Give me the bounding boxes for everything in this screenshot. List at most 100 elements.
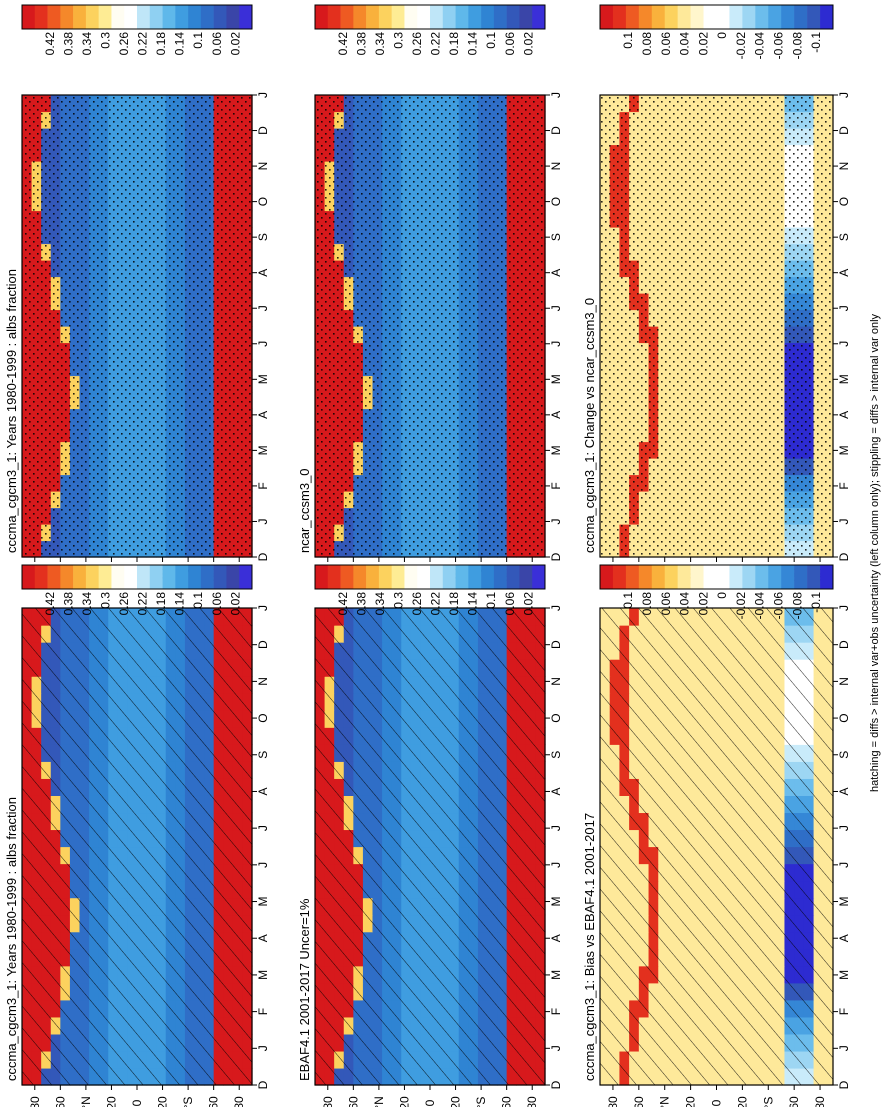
colorbar-label: 0.3 (391, 592, 405, 609)
colorbar-label: 0.34 (373, 32, 387, 56)
y-tick-label: °S (181, 1097, 195, 1107)
colorbar-swatch (442, 565, 456, 589)
colorbar-swatch (124, 5, 138, 29)
colorbar-label: 0.04 (678, 32, 692, 56)
x-tick-label: N (837, 162, 851, 171)
x-tick-label: F (549, 482, 563, 489)
colorbar-label: -0.06 (772, 32, 786, 60)
colorbar-swatch (98, 5, 112, 29)
colorbar-label: 0.06 (503, 32, 517, 56)
x-tick-label: A (256, 269, 270, 277)
x-tick-label: D (837, 126, 851, 135)
x-tick-label: J (256, 825, 270, 831)
x-tick-label: S (256, 233, 270, 241)
colorbar-swatch (703, 5, 717, 29)
colorbar-label: 0.34 (80, 32, 94, 56)
x-tick-label: J (837, 825, 851, 831)
colorbar-swatch (47, 5, 61, 29)
colorbar-label: 0.14 (173, 592, 187, 616)
x-tick-label: D (256, 640, 270, 649)
colorbar-swatch (519, 565, 533, 589)
colorbar-label: 0.08 (640, 592, 654, 616)
colorbar-label: -0.02 (734, 32, 748, 60)
colorbar-swatch (742, 5, 756, 29)
x-tick-label: J (837, 605, 851, 611)
x-tick-label: J (549, 341, 563, 347)
colorbar-frame (21, 564, 253, 590)
colorbar-swatch (664, 565, 678, 589)
y-tick-label: 20 (684, 1096, 698, 1107)
x-tick-label: J (256, 1045, 270, 1051)
colorbar-label: 0.02 (228, 592, 242, 616)
colorbar-label: 0.3 (391, 32, 405, 49)
colorbar-swatch (781, 565, 795, 589)
y-tick-label: 20 (735, 1096, 749, 1107)
colorbar-swatch (612, 565, 627, 589)
x-tick-label: A (837, 269, 851, 277)
x-tick-label: S (549, 751, 563, 759)
y-tick-label: 0 (710, 1099, 724, 1106)
colorbar-swatch (85, 5, 99, 29)
x-tick-label: A (549, 787, 563, 795)
colorbar-swatch (162, 5, 176, 29)
colorbar-label: 0.38 (61, 32, 75, 56)
colorbar-label: 0 (715, 592, 729, 599)
hatch-overlay (22, 608, 252, 1085)
y-tick-label: 20 (156, 1096, 170, 1107)
x-tick-label: J (837, 341, 851, 347)
colorbar-label: 0.02 (696, 592, 710, 616)
colorbar-label: 0.06 (503, 592, 517, 616)
panel-5: D J F M A M J J A S O N D J 80 60 °N 20 0 20 °S 60 80 cccma_cgc… (582, 605, 851, 1110)
colorbar-label: 0.04 (678, 592, 692, 616)
colorbar-label: 0.1 (191, 32, 205, 49)
colorbar-label: -0.08 (790, 592, 804, 620)
x-tick-label: M (837, 445, 851, 455)
x-tick-label: J (256, 305, 270, 311)
colorbar-label: -0.08 (790, 32, 804, 60)
x-tick-label: J (549, 825, 563, 831)
x-tick-label: A (549, 411, 563, 419)
x-tick-label: J (837, 862, 851, 868)
colorbar-frame (314, 4, 546, 30)
colorbar-label: 0.26 (410, 592, 424, 616)
x-tick-label: F (549, 1008, 563, 1015)
x-tick-label: J (256, 518, 270, 524)
y-tick-label: 0 (130, 1099, 144, 1106)
x-tick-label: O (256, 713, 270, 722)
colorbar-label: 0.22 (429, 592, 443, 616)
colorbar-label: -0.04 (753, 32, 767, 60)
colorbar-label: 0.34 (80, 592, 94, 616)
colorbar-top-left: 0.42 0.38 0.34 0.3 0.26 0.22 0.18 0.14 0.1 0.06 0.… (21, 4, 253, 56)
colorbar-label: 0.06 (659, 32, 673, 56)
colorbar-swatch (703, 565, 717, 589)
y-tick-label: 80 (321, 1096, 335, 1107)
colorbar-swatch (481, 5, 495, 29)
colorbar-swatch (468, 565, 482, 589)
colorbar-swatch (378, 5, 392, 29)
colorbar-label: 0.34 (373, 592, 387, 616)
colorbar-swatch (755, 5, 769, 29)
colorbar-label: 0.18 (447, 592, 461, 616)
x-tick-label: M (837, 374, 851, 384)
x-tick-label: N (256, 162, 270, 171)
colorbar-label: 0.02 (228, 32, 242, 56)
colorbar-swatch (519, 5, 533, 29)
colorbar-swatch (532, 565, 546, 589)
colorbar-swatch (22, 565, 36, 589)
colorbar-swatch (327, 565, 341, 589)
colorbar-bottom-middle: 0.42 0.38 0.34 0.3 0.26 0.22 0.18 0.14 0.1 0.06 0.… (314, 564, 546, 616)
x-tick-label: M (837, 897, 851, 907)
colorbar-swatch (794, 5, 808, 29)
colorbar-swatch (404, 565, 418, 589)
colorbar-swatch (430, 565, 444, 589)
colorbar-label: 0.1 (621, 32, 635, 49)
colorbar-swatch (442, 5, 456, 29)
colorbar-swatch (47, 565, 61, 589)
colorbar-swatch (200, 5, 214, 29)
colorbar-bottom-left: 0.42 0.38 0.34 0.3 0.26 0.22 0.18 0.14 0.1 0.06 0.… (21, 564, 253, 616)
colorbar-swatch (417, 565, 431, 589)
colorbar-swatch (493, 565, 507, 589)
colorbar-swatch (391, 5, 405, 29)
colorbar-swatch (638, 5, 653, 29)
